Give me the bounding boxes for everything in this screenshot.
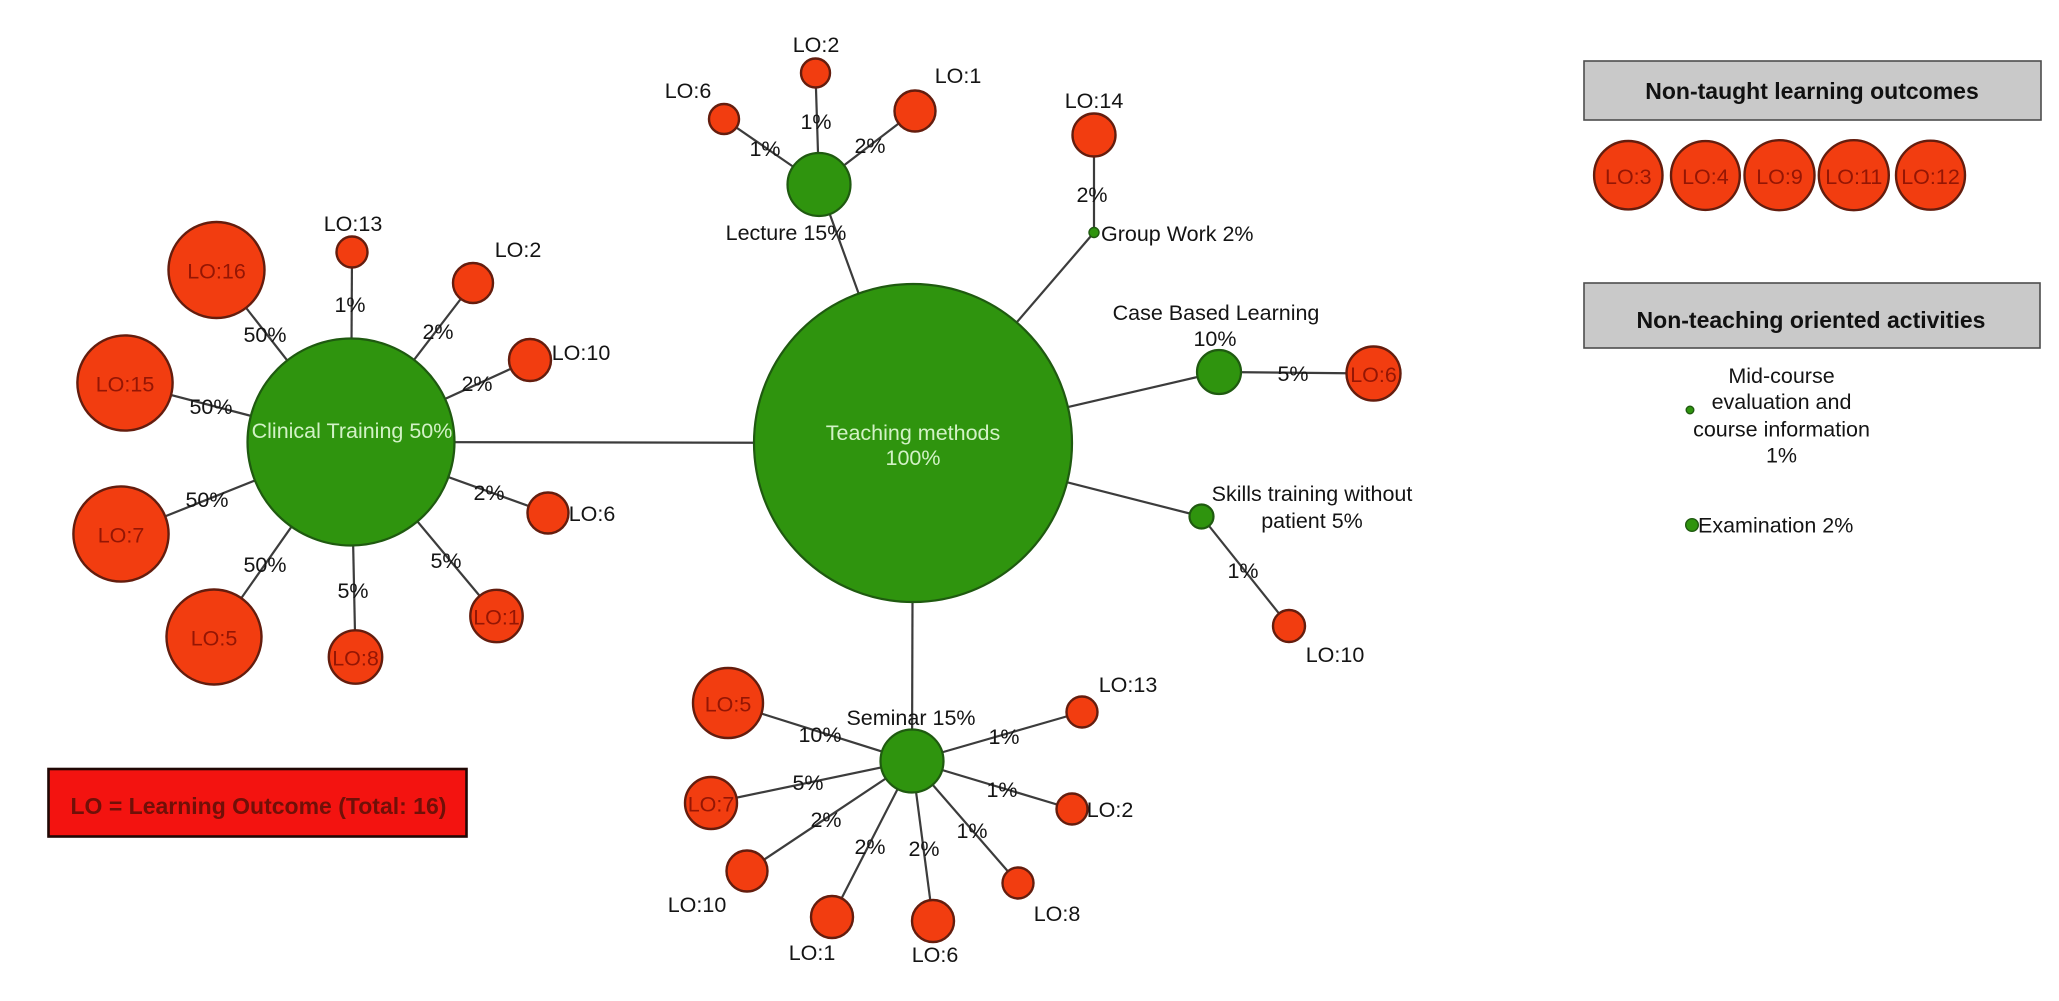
svg-text:LO:8: LO:8	[332, 647, 379, 671]
svg-text:1%: 1%	[956, 819, 987, 843]
svg-text:LO:5: LO:5	[705, 693, 752, 717]
svg-text:10%: 10%	[1193, 327, 1236, 351]
svg-text:5%: 5%	[430, 549, 461, 573]
svg-text:LO:13: LO:13	[324, 212, 383, 236]
svg-text:1%: 1%	[988, 725, 1019, 749]
svg-text:LO:15: LO:15	[96, 373, 155, 397]
svg-text:1%: 1%	[334, 293, 365, 317]
svg-text:LO:10: LO:10	[1306, 643, 1365, 667]
svg-text:LO:1: LO:1	[935, 64, 982, 88]
svg-text:50%: 50%	[243, 323, 286, 347]
svg-text:5%: 5%	[337, 579, 368, 603]
svg-text:LO:16: LO:16	[187, 260, 246, 284]
svg-text:LO:11: LO:11	[1825, 165, 1882, 189]
svg-text:Case Based Learning: Case Based Learning	[1113, 301, 1320, 325]
svg-text:LO:5: LO:5	[191, 627, 238, 651]
svg-text:LO:1: LO:1	[473, 606, 520, 630]
svg-text:LO:7: LO:7	[688, 793, 735, 817]
svg-text:LO:14: LO:14	[1065, 89, 1124, 113]
svg-text:Group Work 2%: Group Work 2%	[1101, 222, 1254, 246]
svg-text:Teaching methods: Teaching methods	[826, 421, 1001, 445]
svg-text:1%: 1%	[749, 137, 780, 161]
svg-text:LO:13: LO:13	[1099, 673, 1158, 697]
svg-text:Mid-course: Mid-course	[1728, 364, 1834, 388]
svg-text:patient 5%: patient 5%	[1261, 509, 1363, 533]
svg-text:Seminar 15%: Seminar 15%	[846, 706, 975, 730]
svg-text:LO:6: LO:6	[912, 943, 959, 967]
svg-text:5%: 5%	[1277, 362, 1308, 386]
svg-text:LO:10: LO:10	[552, 341, 611, 365]
svg-text:LO:8: LO:8	[1034, 902, 1081, 926]
svg-text:2%: 2%	[908, 837, 939, 861]
svg-text:LO:2: LO:2	[495, 238, 542, 262]
svg-text:LO:6: LO:6	[665, 79, 712, 103]
svg-text:2%: 2%	[422, 320, 453, 344]
svg-text:course information: course information	[1693, 418, 1870, 442]
svg-text:2%: 2%	[810, 808, 841, 832]
svg-text:Non-taught learning outcomes: Non-taught learning outcomes	[1645, 78, 1979, 104]
svg-text:LO:10: LO:10	[668, 893, 727, 917]
svg-text:Clinical Training 50%: Clinical Training 50%	[252, 419, 453, 443]
svg-text:Examination 2%: Examination 2%	[1698, 514, 1853, 538]
svg-text:2%: 2%	[473, 481, 504, 505]
svg-text:evaluation and: evaluation and	[1712, 390, 1852, 414]
svg-text:LO = Learning Outcome (Total:: LO = Learning Outcome (Total: 16)	[71, 793, 447, 819]
svg-text:50%: 50%	[185, 488, 228, 512]
svg-text:LO:2: LO:2	[1087, 798, 1134, 822]
svg-text:50%: 50%	[189, 395, 232, 419]
svg-text:LO:2: LO:2	[793, 33, 840, 57]
svg-text:2%: 2%	[461, 372, 492, 396]
svg-text:1%: 1%	[986, 778, 1017, 802]
svg-text:LO:12: LO:12	[1901, 165, 1960, 189]
svg-text:LO:1: LO:1	[789, 941, 836, 965]
svg-text:2%: 2%	[1076, 183, 1107, 207]
svg-text:100%: 100%	[886, 446, 941, 470]
svg-text:LO:4: LO:4	[1682, 165, 1729, 189]
svg-text:LO:6: LO:6	[1350, 363, 1397, 387]
svg-text:2%: 2%	[854, 134, 885, 158]
svg-text:1%: 1%	[1227, 559, 1258, 583]
svg-text:Lecture 15%: Lecture 15%	[726, 221, 847, 245]
svg-text:1%: 1%	[800, 110, 831, 134]
svg-text:5%: 5%	[792, 771, 823, 795]
svg-text:2%: 2%	[854, 835, 885, 859]
svg-text:1%: 1%	[1766, 444, 1797, 468]
svg-text:Non-teaching oriented activiti: Non-teaching oriented activities	[1637, 307, 1986, 333]
svg-text:LO:6: LO:6	[569, 502, 616, 526]
svg-text:LO:7: LO:7	[98, 524, 145, 548]
svg-text:LO:3: LO:3	[1605, 165, 1652, 189]
svg-text:Skills training without: Skills training without	[1212, 482, 1413, 506]
svg-text:50%: 50%	[243, 553, 286, 577]
svg-text:10%: 10%	[798, 723, 841, 747]
svg-text:LO:9: LO:9	[1756, 165, 1803, 189]
